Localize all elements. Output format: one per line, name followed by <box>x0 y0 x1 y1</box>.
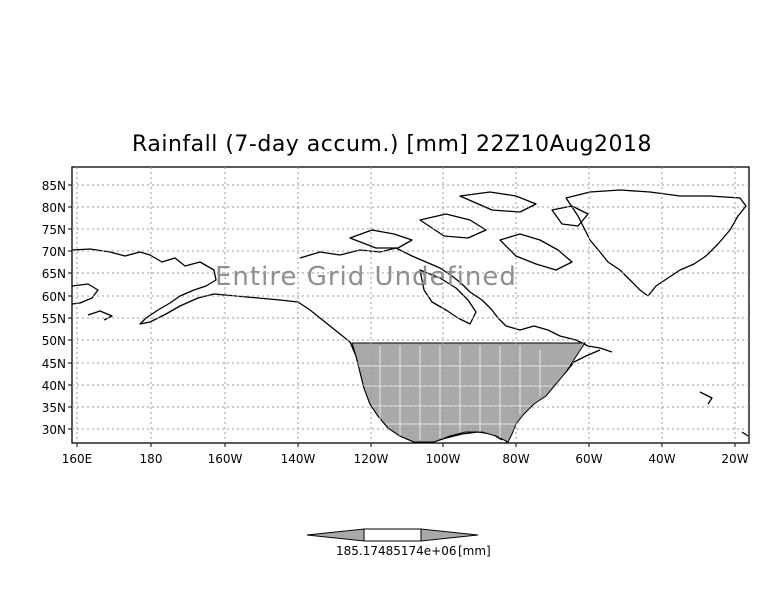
map-grid <box>72 167 749 443</box>
lat-label: 30N <box>42 423 66 437</box>
lon-label: 40W <box>648 452 675 466</box>
colorbar-unit: [mm] <box>458 544 491 558</box>
lon-label: 100W <box>426 452 461 466</box>
state-borders <box>358 346 570 440</box>
colorbar-middle-box <box>363 528 422 542</box>
lon-label: 180 <box>140 452 163 466</box>
lon-label: 140W <box>281 452 316 466</box>
shaded-region <box>351 342 586 443</box>
colorbar-right-triangle <box>420 528 479 542</box>
colorbar-values: 185.17485174e+06 <box>336 544 457 558</box>
colorbar-left-triangle <box>306 528 365 542</box>
lat-label: 75N <box>42 223 66 237</box>
lat-label: 85N <box>42 179 66 193</box>
axis-ticks <box>68 184 736 447</box>
map-title: Rainfall (7-day accum.) [mm] 22Z10Aug201… <box>132 132 652 157</box>
lat-label: 45N <box>42 357 66 371</box>
latitude-labels: 85N 80N 75N 70N 65N 60N 55N 50N 45N 40N … <box>42 179 66 437</box>
lon-label: 160E <box>62 452 93 466</box>
lat-label: 65N <box>42 267 66 281</box>
lat-label: 60N <box>42 290 66 304</box>
lat-label: 40N <box>42 379 66 393</box>
lat-label: 50N <box>42 334 66 348</box>
lat-label: 55N <box>42 312 66 326</box>
lon-label: 20W <box>721 452 748 466</box>
undefined-grid-message: Entire Grid Undefined <box>215 262 517 292</box>
lat-label: 80N <box>42 201 66 215</box>
lon-label: 120W <box>354 452 389 466</box>
colorbar <box>306 528 479 542</box>
lon-label: 160W <box>208 452 243 466</box>
longitude-labels: 160E 180 160W 140W 120W 100W 80W 60W 40W… <box>62 452 749 466</box>
lat-label: 35N <box>42 401 66 415</box>
lon-label: 60W <box>575 452 602 466</box>
lon-label: 80W <box>502 452 529 466</box>
lat-label: 70N <box>42 245 66 259</box>
